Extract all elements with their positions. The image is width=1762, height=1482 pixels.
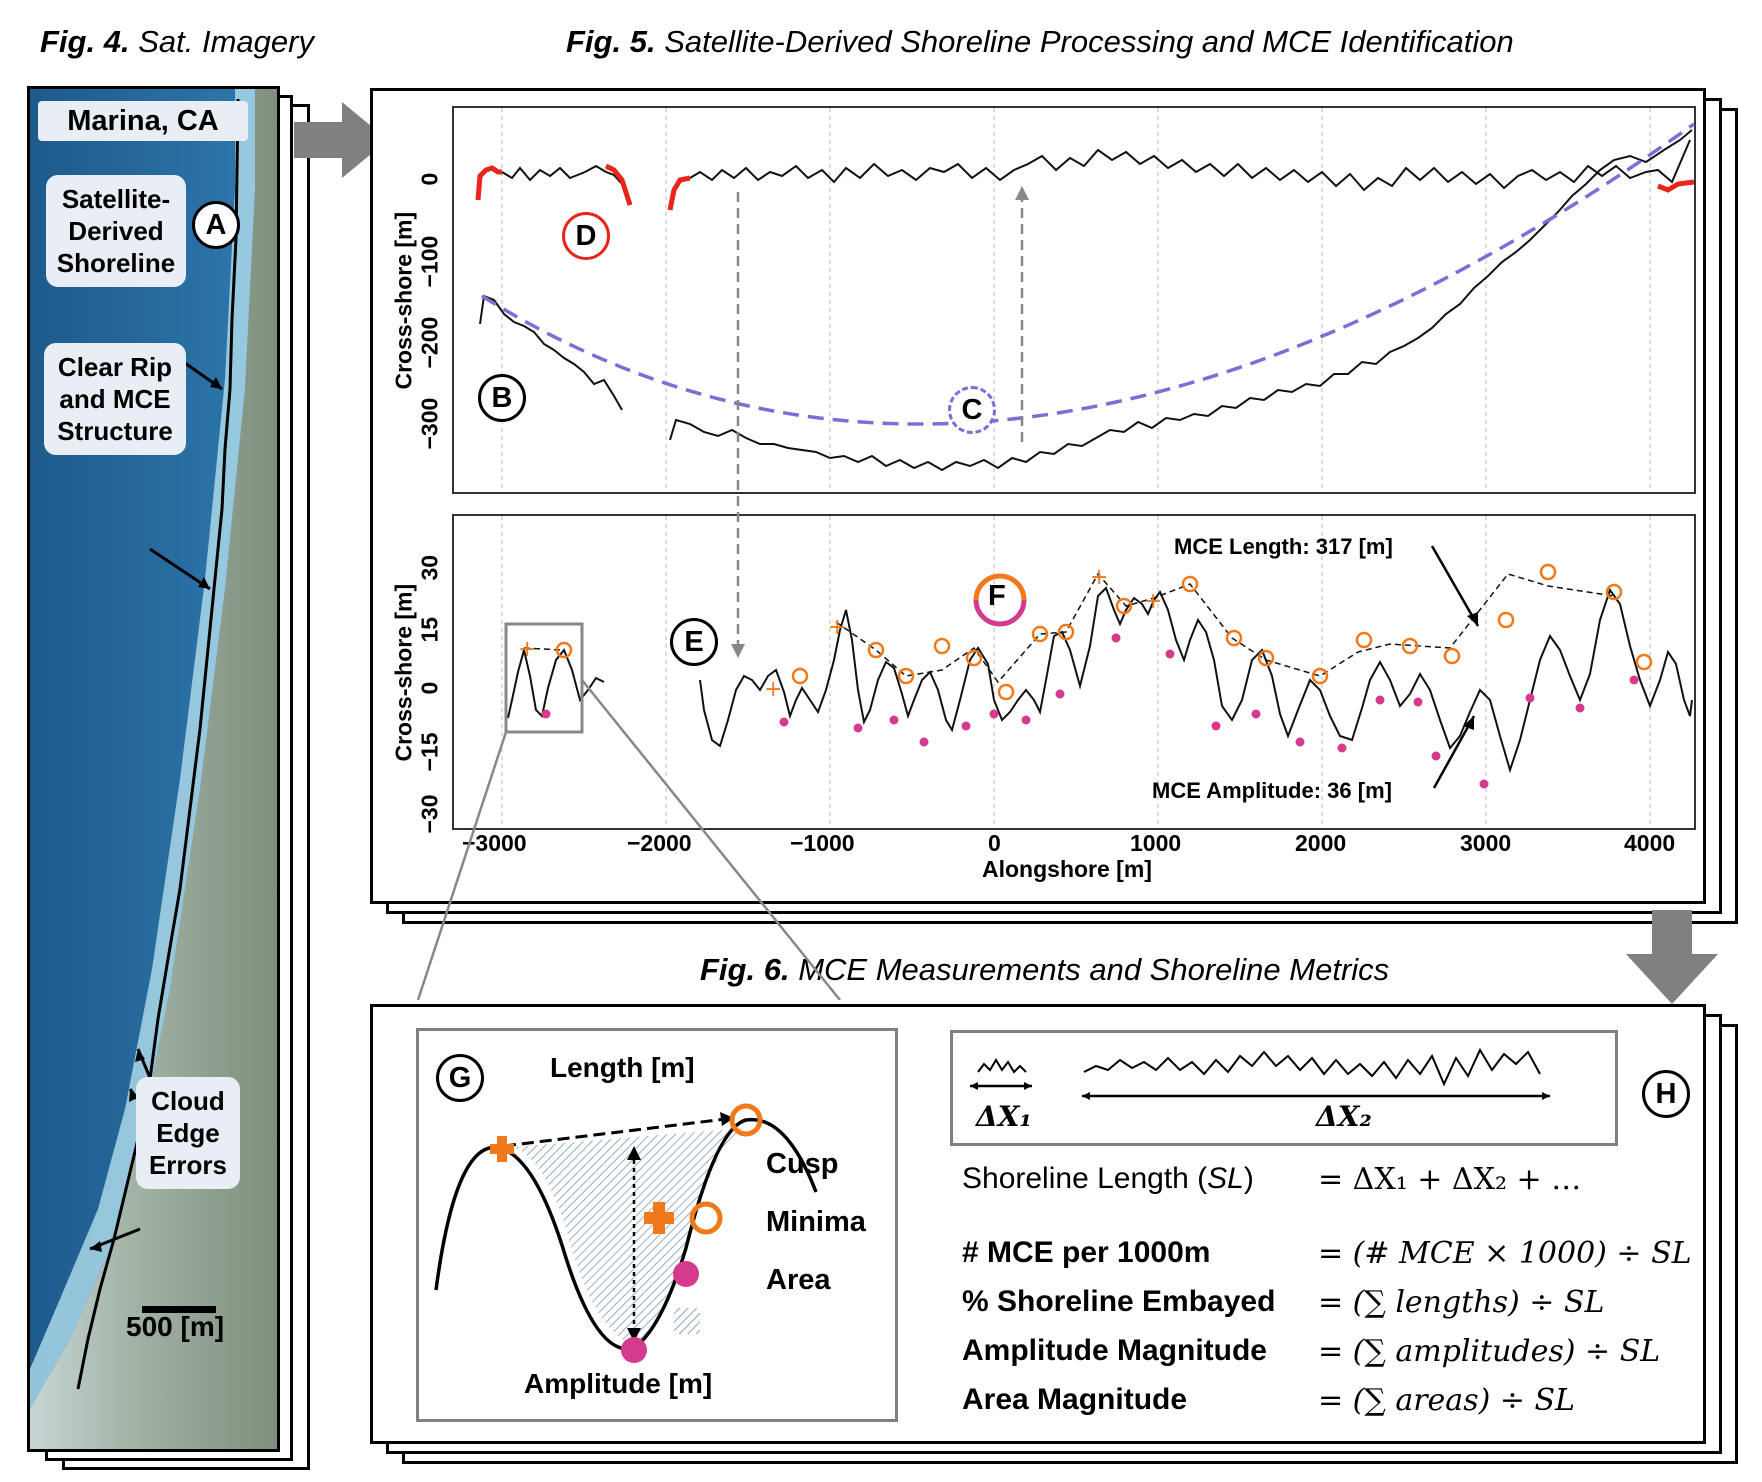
fig5-title-text: Satellite-Derived Shoreline Processing a… bbox=[664, 24, 1514, 59]
fig5-num: Fig. 5. bbox=[566, 24, 656, 59]
legend-area bbox=[674, 1308, 700, 1334]
metric-amplitude-name: Amplitude Magnitude bbox=[962, 1334, 1267, 1367]
shoreline-detrended bbox=[501, 139, 1691, 206]
amplitude-label: Amplitude [m] bbox=[524, 1368, 713, 1399]
label-g: G bbox=[436, 1054, 484, 1102]
mce-amplitude-label: MCE Amplitude: 36 [m] bbox=[1152, 778, 1392, 803]
scale-label: 500 [m] bbox=[126, 1311, 225, 1342]
legend-cusp-circle bbox=[689, 1201, 723, 1235]
mce-length-label: MCE Length: 317 [m] bbox=[1174, 534, 1393, 559]
callout-cloud-errors: Cloud Edge Errors bbox=[136, 1077, 240, 1189]
metric-0-name-end: ) bbox=[1243, 1162, 1254, 1195]
error-segment-right bbox=[1657, 179, 1695, 193]
bottom-plot-axes bbox=[452, 514, 1696, 830]
error-segment-left bbox=[475, 165, 502, 201]
fig4-title: Fig. 4. Sat. Imagery bbox=[40, 24, 314, 60]
area-fill bbox=[500, 1128, 746, 1346]
xtick-2: −1000 bbox=[790, 830, 855, 856]
sat-image-frame: Marina, CA Satellite-Derived Shoreline A… bbox=[27, 86, 280, 1452]
metric-area-eq: = (∑ areas) ÷ SL bbox=[1318, 1383, 1575, 1418]
zoom-box bbox=[504, 622, 584, 734]
fit-curve bbox=[481, 122, 1696, 426]
cusp-circle-marker bbox=[729, 1103, 763, 1137]
label-a: A bbox=[192, 201, 240, 249]
gridlines bbox=[501, 108, 1651, 828]
svg-text:+: + bbox=[828, 615, 846, 640]
legend-area-label: Area bbox=[766, 1264, 831, 1296]
xtick-4: 1000 bbox=[1130, 830, 1182, 856]
scale-bar bbox=[142, 1306, 216, 1313]
metric-amplitude-eq: = (∑ amplitudes) ÷ SL bbox=[1318, 1334, 1661, 1369]
metric-embayed-name: % Shoreline Embayed bbox=[962, 1285, 1276, 1318]
legend-minima-label: Minima bbox=[766, 1206, 866, 1238]
fig5-plots: + + + + + bbox=[416, 108, 1696, 1000]
dx2-label: ΔX₂ bbox=[1316, 1100, 1372, 1133]
top-plot-axes bbox=[452, 106, 1696, 494]
shoreline-segments bbox=[970, 1047, 1550, 1100]
metric-mce-per-1000m-eq: = (# MCE × 1000) ÷ SL bbox=[1318, 1236, 1692, 1271]
svg-text:+: + bbox=[1144, 589, 1162, 614]
legend-cusp-label: Cusp bbox=[766, 1148, 839, 1180]
svg-text:+: + bbox=[518, 637, 536, 662]
metric-area-name: Area Magnitude bbox=[962, 1383, 1188, 1416]
cusp-markers bbox=[555, 563, 1653, 701]
mce-envelope bbox=[523, 572, 1615, 684]
label-c: C bbox=[948, 386, 996, 434]
metric-0-name-ital: SL bbox=[1207, 1162, 1244, 1195]
label-b: B bbox=[478, 374, 526, 422]
error-segment-mid2 bbox=[667, 175, 691, 211]
metric-0-name: Shoreline Length ( bbox=[962, 1162, 1208, 1195]
f-ring-bottom bbox=[973, 599, 1027, 627]
location-label: Marina, CA bbox=[38, 101, 248, 141]
callout-satellite-shoreline: Satellite-Derived Shoreline bbox=[46, 175, 186, 287]
minima-marker bbox=[621, 1337, 647, 1363]
metric-shoreline-length-name: Shoreline Length (SL) bbox=[962, 1162, 1254, 1196]
length-label: Length [m] bbox=[550, 1052, 695, 1083]
svg-text:+: + bbox=[764, 677, 782, 702]
fig5-title: Fig. 5. Satellite-Derived Shoreline Proc… bbox=[566, 24, 1514, 60]
fig4-num: Fig. 4. bbox=[40, 24, 130, 59]
dx1-label: ΔX₁ bbox=[976, 1100, 1032, 1133]
fig6-title-text: MCE Measurements and Shoreline Metrics bbox=[798, 952, 1390, 987]
label-h: H bbox=[1642, 1070, 1690, 1118]
arrow-fig4-to-fig5 bbox=[294, 102, 388, 178]
minima-markers bbox=[541, 633, 1639, 789]
panel-h bbox=[950, 1030, 1618, 1146]
cusp-markers-plus: + + + + + bbox=[518, 565, 1162, 702]
legend-minima bbox=[673, 1261, 699, 1287]
metric-mce-per-1000m-name: # MCE per 1000m bbox=[962, 1236, 1211, 1269]
mce-signal bbox=[507, 586, 1693, 774]
fig6-num: Fig. 6. bbox=[700, 952, 790, 987]
metric-shoreline-length-eq: = ΔX₁ + ΔX₂ + … bbox=[1318, 1162, 1582, 1197]
xtick-5: 2000 bbox=[1295, 830, 1347, 856]
error-segment-mid bbox=[604, 163, 633, 206]
label-f: F bbox=[988, 580, 1006, 612]
length-line bbox=[503, 1116, 735, 1148]
label-e: E bbox=[670, 618, 718, 666]
shoreline-raw bbox=[479, 129, 1693, 472]
legend-cusp-plus bbox=[644, 1202, 674, 1234]
fig4-title-text: Sat. Imagery bbox=[138, 24, 314, 59]
callout-rip-mce: Clear Rip and MCE Structure bbox=[44, 343, 186, 455]
xlabel: Alongshore [m] bbox=[982, 856, 1152, 882]
label-d: D bbox=[562, 212, 610, 260]
xtick-6: 3000 bbox=[1460, 830, 1512, 856]
arrow-fig5-to-fig6 bbox=[1626, 910, 1718, 1004]
metric-embayed-eq: = (∑ lengths) ÷ SL bbox=[1318, 1285, 1605, 1320]
mce-schematic bbox=[434, 1103, 818, 1363]
f-ring-top bbox=[973, 573, 1027, 601]
svg-text:+: + bbox=[1090, 565, 1108, 590]
cusp-plus-marker bbox=[490, 1136, 514, 1162]
xtick-7: 4000 bbox=[1624, 830, 1676, 856]
fig6-title: Fig. 6. MCE Measurements and Shoreline M… bbox=[700, 952, 1389, 988]
xtick-3: 0 bbox=[988, 830, 1001, 856]
xtick-1: −2000 bbox=[627, 830, 692, 856]
